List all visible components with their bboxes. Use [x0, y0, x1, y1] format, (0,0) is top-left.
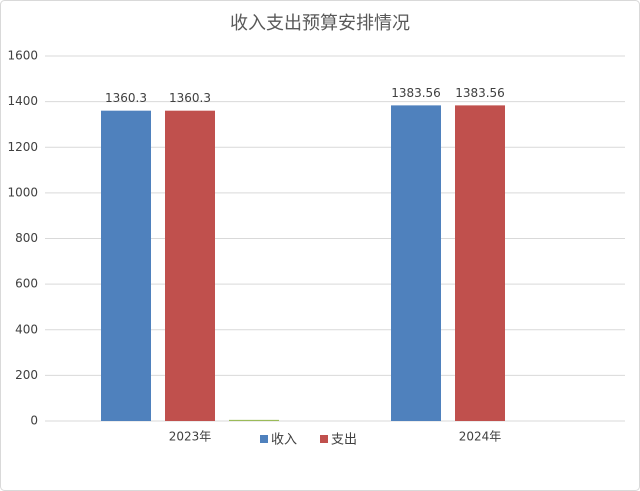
legend-label: 支出 — [331, 433, 357, 448]
y-tick-label: 1200 — [7, 140, 38, 154]
legend-swatch — [260, 435, 268, 443]
y-tick-label: 1600 — [7, 49, 38, 63]
bar — [455, 105, 505, 422]
data-label: 1360.3 — [169, 91, 211, 105]
data-label: 1360.3 — [105, 91, 147, 105]
x-tick-label: 2023年 — [169, 430, 212, 444]
bar — [229, 419, 279, 421]
y-tick-label: 1400 — [7, 94, 38, 108]
y-tick-label: 800 — [15, 231, 38, 245]
data-label: 1383.56 — [455, 86, 505, 100]
legend-label: 收入 — [271, 433, 297, 448]
bar — [165, 110, 215, 421]
y-tick-label: 0 — [30, 414, 38, 428]
y-tick-label: 1000 — [7, 185, 38, 199]
chart-title: 收入支出预算安排情况 — [230, 13, 410, 34]
x-tick-label: 2024年 — [459, 430, 502, 444]
bar — [391, 105, 441, 422]
y-tick-label: 200 — [15, 368, 38, 382]
y-tick-label: 400 — [15, 322, 38, 336]
y-tick-label: 600 — [15, 277, 38, 291]
legend-swatch — [320, 435, 328, 443]
bar — [101, 110, 151, 421]
data-label: 1383.56 — [391, 86, 441, 100]
